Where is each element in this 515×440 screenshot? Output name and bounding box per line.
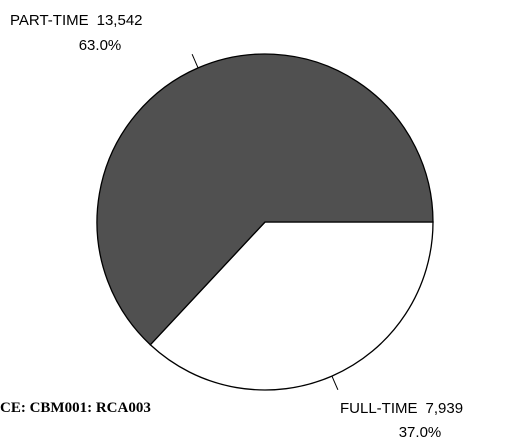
value-label: 7,939 [426, 400, 464, 417]
percent-label: 63.0% [79, 37, 122, 54]
category-label: PART-TIME [10, 12, 89, 29]
category-label: FULL-TIME [340, 400, 418, 417]
slice-label: PART-TIME 13,542 [10, 12, 143, 29]
leader-line [331, 375, 339, 391]
slice-label: FULL-TIME 7,939 [340, 400, 463, 417]
pie-slice [149, 221, 434, 391]
leader-line [191, 53, 199, 69]
value-label: 13,542 [97, 12, 143, 29]
source-note: CE: CBM001: RCA003 [0, 400, 151, 416]
percent-label: 37.0% [399, 424, 442, 440]
